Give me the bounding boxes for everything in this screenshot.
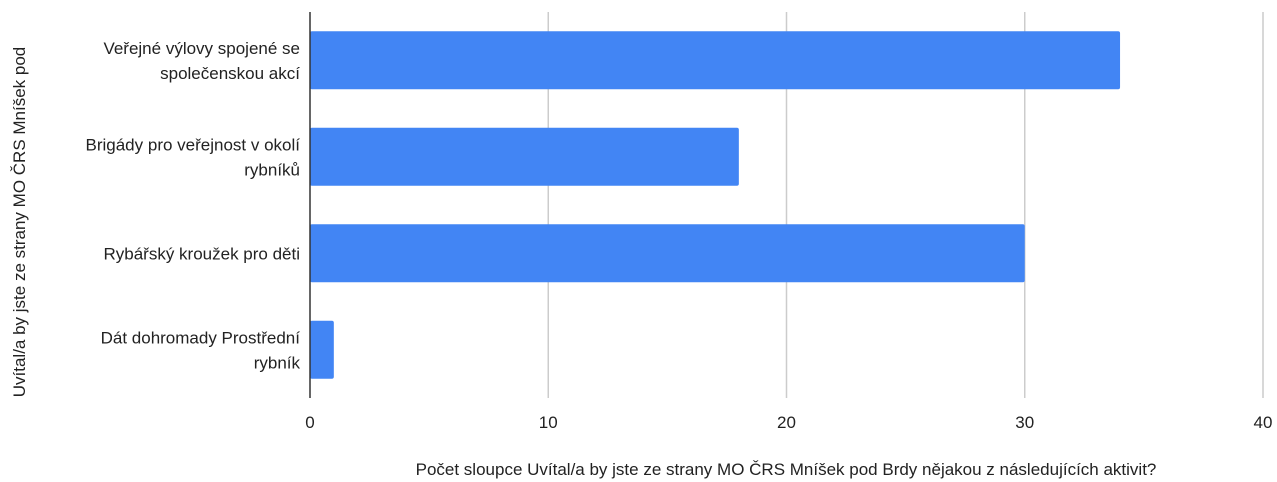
category-label-3: Rybářský kroužek pro děti xyxy=(103,244,300,263)
x-tick-label-30: 30 xyxy=(1015,413,1034,432)
x-axis-title: Počet sloupce Uvítal/a by jste ze strany… xyxy=(416,460,1157,479)
x-tick-labels: 0 10 20 30 40 xyxy=(305,413,1272,432)
y-axis-title: Uvítal/a by jste ze strany MO ČRS Mníšek… xyxy=(10,47,29,398)
category-label-4: Dát dohromady Prostřední rybník xyxy=(101,328,301,372)
category-label-line: Dát dohromady Prostřední xyxy=(101,328,301,347)
x-tick-label-40: 40 xyxy=(1254,413,1273,432)
category-label-2: Brigády pro veřejnost v okolí rybníků xyxy=(86,135,301,179)
category-label-line: Veřejné výlovy spojené se xyxy=(103,39,300,58)
category-label-line: rybníků xyxy=(244,160,300,179)
bars xyxy=(310,31,1121,379)
bar-4 xyxy=(310,320,334,379)
x-tick-label-20: 20 xyxy=(777,413,796,432)
x-tick-label-0: 0 xyxy=(305,413,314,432)
x-tick-label-10: 10 xyxy=(539,413,558,432)
category-labels: Veřejné výlovy spojené se společenskou ak… xyxy=(86,39,301,373)
bar-2 xyxy=(310,127,739,186)
category-label-line: Rybářský kroužek pro děti xyxy=(103,244,300,263)
bar-1 xyxy=(310,31,1121,90)
category-label-line: Brigády pro veřejnost v okolí xyxy=(86,135,301,154)
category-label-1: Veřejné výlovy spojené se společenskou ak… xyxy=(103,39,300,83)
bar-3 xyxy=(310,224,1025,283)
category-label-line: rybník xyxy=(254,353,301,372)
category-label-line: společenskou akcí xyxy=(160,64,300,83)
